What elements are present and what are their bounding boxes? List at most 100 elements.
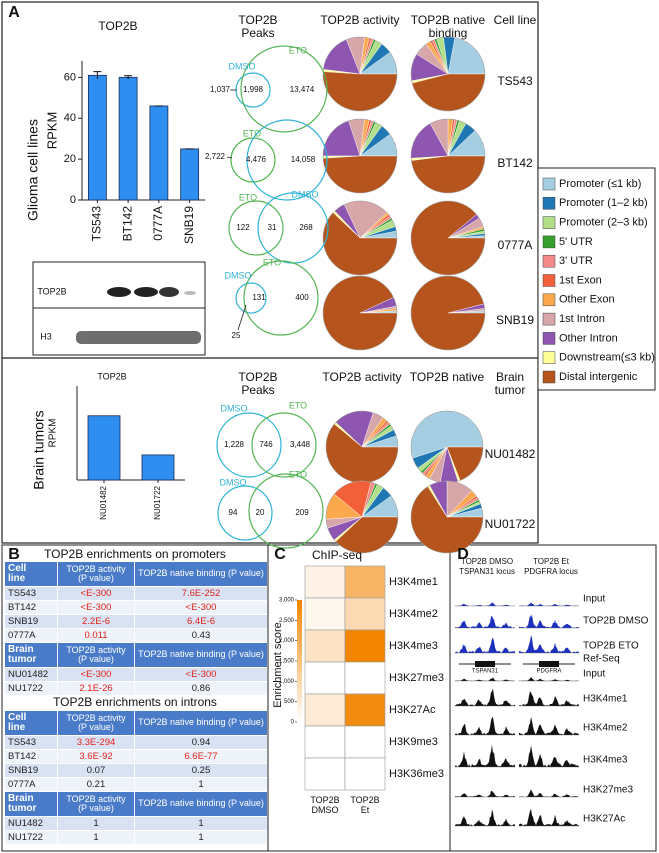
table-header: TOP2B activity (P value): [58, 643, 134, 667]
signal-track: [519, 677, 579, 681]
venn-label: DMSO: [221, 403, 248, 413]
track-label: H3K4me3: [583, 755, 628, 766]
table-header: TOP2B activity (P value): [58, 792, 134, 816]
heatmap-cell: [344, 725, 386, 759]
venn-circle: [240, 45, 328, 133]
signal-track: [519, 745, 579, 767]
venn-circle: [228, 200, 284, 256]
panel-label: A: [8, 4, 20, 21]
signal-track: [519, 614, 579, 628]
table-header: Brain tumor: [5, 643, 57, 667]
pie-slice: [322, 275, 398, 351]
table-header: TOP2B native binding (P value): [135, 643, 267, 667]
pie-outline: [410, 118, 486, 194]
signal-track: [519, 635, 579, 653]
venn-count: 1,037: [210, 85, 231, 94]
signal-track: [519, 789, 579, 797]
gene-exon: [475, 661, 495, 667]
signal-track: [455, 790, 515, 797]
table-header: Brain tumor: [5, 792, 57, 816]
venn-count: 13,474: [290, 85, 315, 94]
row-label: SNB19: [496, 313, 534, 327]
x-tick-label: SNB19: [182, 206, 196, 244]
venn-count: 1,228: [224, 440, 245, 449]
track-label: H3K4me2: [583, 723, 628, 734]
venn-label: ETO: [239, 192, 257, 202]
row-label: NU01722: [485, 517, 536, 531]
signal-track: [455, 809, 515, 826]
venn-label: ETO: [289, 469, 307, 479]
venn-circle: [248, 473, 324, 549]
legend-label: Other Intron: [559, 332, 618, 344]
table-cell: <E-300: [135, 668, 267, 681]
chart-title: ChIP-seq: [312, 548, 362, 562]
legend-swatch: [542, 274, 556, 287]
row-label: NU01482: [485, 447, 536, 461]
blot-band: [107, 287, 131, 297]
venn-count: 122: [236, 223, 250, 232]
panel-label: D: [457, 546, 469, 563]
track-header: TOP2B DMSO: [460, 557, 514, 566]
table-cell: 1: [58, 831, 134, 844]
legend-label: 1st Exon: [559, 274, 602, 286]
track-label: Input: [583, 594, 605, 605]
signal-track: [455, 744, 515, 767]
signal-track: [519, 691, 579, 706]
column-title: TOP2B activity: [320, 13, 400, 27]
table-cell: 0.011: [58, 629, 134, 642]
pie-slice: [411, 155, 486, 194]
pie-slice: [322, 155, 398, 194]
gene-exon: [539, 661, 559, 667]
blot-band: [134, 287, 158, 297]
legend-swatch: [542, 216, 556, 229]
y-tick-label: 40: [64, 112, 76, 124]
venn-count: 1,998: [243, 85, 264, 94]
track-label: TOP2B DMSO: [583, 616, 649, 627]
legend-swatch: [542, 235, 556, 249]
signal-track: [519, 716, 579, 735]
venn-count: 268: [299, 223, 313, 232]
table-cell: <E-300: [135, 601, 267, 614]
venn-label: ETO: [289, 45, 307, 55]
bar: [141, 454, 175, 481]
venn-label: DMSO: [225, 270, 252, 280]
table-cell: SNB19: [5, 764, 57, 777]
row-label: H3K4me3: [389, 640, 438, 652]
venn-count: 4,476: [246, 155, 267, 164]
table-cell: 0.86: [135, 682, 267, 695]
track-header: TSPAN31 locus: [459, 567, 515, 576]
leader-line: [226, 156, 233, 159]
legend-box: [537, 167, 656, 391]
column-title: TOP2B activity: [322, 370, 402, 384]
venn-circle: [246, 119, 328, 201]
legend-label: 5' UTR: [559, 236, 593, 248]
gene-label: TSPAN31: [472, 669, 499, 675]
table-cell: 0.21: [58, 778, 134, 791]
venn-circle: [243, 260, 319, 336]
blot-band: [159, 287, 179, 297]
venn-label: DMSO: [292, 189, 319, 199]
table-header: Cell line: [5, 562, 57, 586]
track-label: Ref-Seq: [583, 654, 620, 665]
table-header: TOP2B native binding (P value): [135, 792, 267, 816]
table-cell: 0.25: [135, 764, 267, 777]
pie-outline: [322, 275, 398, 351]
signal-track: [519, 808, 579, 826]
y-tick-label: 0: [70, 194, 76, 206]
track-label: H3K4me1: [583, 694, 628, 705]
colorbar-label: 3,000: [279, 598, 295, 604]
column-title: TOP2B native binding: [410, 13, 486, 41]
pie-outline: [410, 275, 486, 351]
venn-label: ETO: [289, 400, 307, 410]
bar: [118, 76, 138, 201]
table-title: TOP2B enrichments on promoters: [44, 547, 226, 561]
column-label: TOP2B DMSO: [310, 795, 340, 815]
pie-outline: [322, 200, 398, 276]
pie-slice: [410, 275, 486, 351]
pie-outline: [322, 118, 398, 194]
pie-outline: [410, 36, 486, 112]
row-label: H3K36me3: [389, 768, 444, 780]
venn-label: DMSO: [220, 477, 247, 487]
table-cell: <E-300: [58, 587, 134, 600]
bar: [180, 148, 200, 201]
